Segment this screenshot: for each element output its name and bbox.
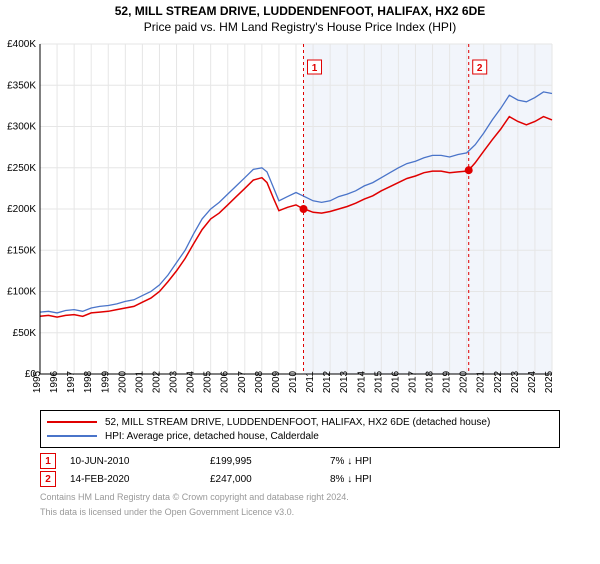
price-chart: £0£50K£100K£150K£200K£250K£300K£350K£400… (0, 36, 600, 406)
sale-marker-box: 2 (40, 471, 56, 487)
sale-delta: 7% ↓ HPI (330, 456, 372, 467)
svg-text:£300K: £300K (7, 122, 36, 133)
sale-price: £247,000 (210, 474, 330, 485)
svg-text:2: 2 (477, 63, 483, 74)
sale-delta: 8% ↓ HPI (330, 474, 372, 485)
legend-label: 52, MILL STREAM DRIVE, LUDDENDENFOOT, HA… (105, 417, 490, 428)
svg-text:£200K: £200K (7, 204, 36, 215)
svg-text:£400K: £400K (7, 39, 36, 50)
sale-row: 2 14-FEB-2020£247,0008% ↓ HPI (40, 470, 560, 488)
svg-text:£150K: £150K (7, 245, 36, 256)
legend-swatch (47, 435, 97, 437)
svg-text:£350K: £350K (7, 80, 36, 91)
sale-date: 10-JUN-2010 (70, 456, 210, 467)
chart-svg: £0£50K£100K£150K£200K£250K£300K£350K£400… (0, 36, 560, 406)
legend-label: HPI: Average price, detached house, Cald… (105, 431, 319, 442)
legend-row: HPI: Average price, detached house, Cald… (47, 429, 553, 443)
svg-text:£50K: £50K (13, 328, 37, 339)
sale-price: £199,995 (210, 456, 330, 467)
sale-marker-box: 1 (40, 453, 56, 469)
sale-date: 14-FEB-2020 (70, 474, 210, 485)
legend-row: 52, MILL STREAM DRIVE, LUDDENDENFOOT, HA… (47, 415, 553, 429)
svg-text:1: 1 (312, 63, 318, 74)
footnote-line-2: This data is licensed under the Open Gov… (40, 507, 560, 518)
chart-title: 52, MILL STREAM DRIVE, LUDDENDENFOOT, HA… (0, 4, 600, 18)
legend: 52, MILL STREAM DRIVE, LUDDENDENFOOT, HA… (40, 410, 560, 448)
footnote-line-1: Contains HM Land Registry data © Crown c… (40, 492, 560, 503)
svg-text:£100K: £100K (7, 287, 36, 298)
chart-subtitle: Price paid vs. HM Land Registry's House … (0, 20, 600, 34)
legend-swatch (47, 421, 97, 423)
svg-text:£250K: £250K (7, 163, 36, 174)
sale-row: 1 10-JUN-2010£199,9957% ↓ HPI (40, 452, 560, 470)
sales-table: 1 10-JUN-2010£199,9957% ↓ HPI 2 14-FEB-2020… (40, 452, 560, 488)
